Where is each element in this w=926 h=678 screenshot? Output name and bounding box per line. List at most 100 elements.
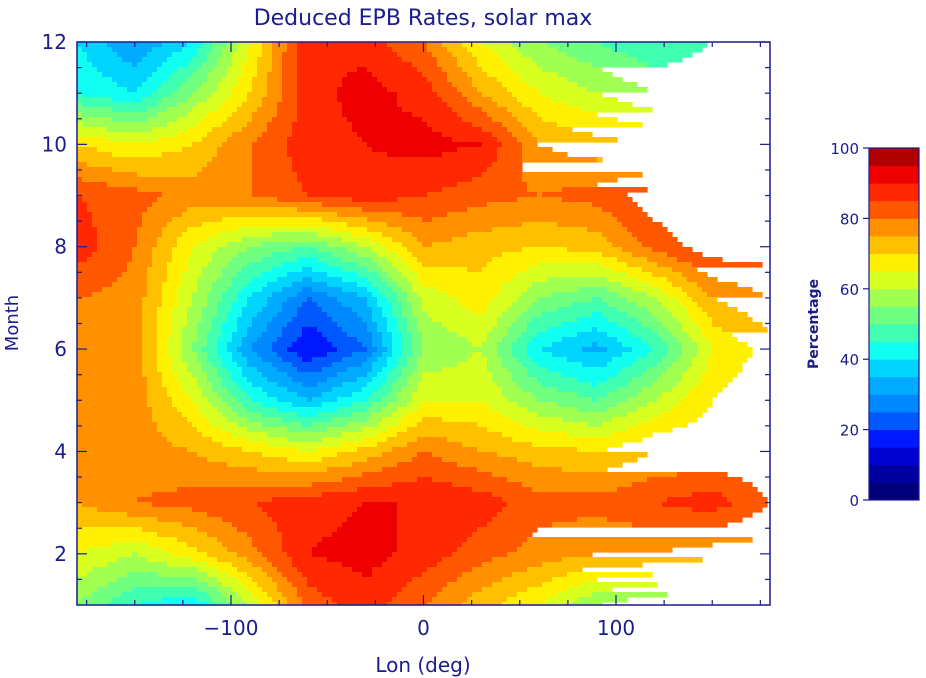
contour-cell bbox=[237, 317, 253, 323]
contour-cell bbox=[447, 72, 468, 78]
contour-cell bbox=[602, 42, 708, 48]
contour-cell bbox=[182, 337, 198, 343]
contour-cell bbox=[657, 297, 678, 303]
contour-cell bbox=[597, 382, 628, 388]
contour-cell bbox=[297, 67, 358, 73]
contour-cell bbox=[432, 597, 468, 603]
contour-cell bbox=[472, 342, 483, 348]
contour-cell bbox=[367, 297, 378, 303]
contour-cell bbox=[527, 127, 573, 133]
contour-cell bbox=[197, 52, 208, 58]
contour-cell bbox=[307, 577, 413, 583]
contour-cell bbox=[187, 317, 203, 323]
contour-cell bbox=[247, 97, 263, 103]
contour-cell bbox=[527, 347, 543, 353]
contour-cell bbox=[492, 472, 678, 478]
contour-cell bbox=[157, 357, 173, 363]
contour-cell bbox=[202, 307, 218, 313]
contour-cell bbox=[387, 362, 398, 368]
contour-cell bbox=[252, 152, 288, 158]
contour-cell bbox=[127, 267, 148, 273]
contour-cell bbox=[662, 287, 683, 293]
contour-cell bbox=[222, 542, 253, 548]
contour-cell bbox=[262, 257, 298, 263]
contour-cell bbox=[582, 107, 653, 113]
contour-cell bbox=[577, 377, 608, 383]
contour-cell bbox=[417, 477, 433, 483]
contour-cell bbox=[297, 307, 323, 313]
contour-cell bbox=[202, 392, 218, 398]
contour-cell bbox=[422, 342, 473, 348]
contour-cell bbox=[162, 292, 178, 298]
contour-cell bbox=[77, 367, 143, 373]
contour-cell bbox=[392, 597, 433, 603]
contour-cell bbox=[152, 247, 173, 253]
contour-cell bbox=[342, 107, 403, 113]
contour-cell bbox=[222, 297, 238, 303]
contour-cell bbox=[187, 97, 208, 103]
contour-cell bbox=[77, 232, 98, 238]
contour-cell bbox=[222, 322, 238, 328]
contour-cell bbox=[217, 62, 233, 68]
contour-cell bbox=[212, 387, 228, 393]
contour-cell bbox=[242, 72, 258, 78]
contour-cell bbox=[422, 302, 463, 308]
contour-cell bbox=[312, 547, 398, 553]
contour-cell bbox=[262, 42, 273, 48]
contour-cell bbox=[172, 357, 183, 363]
contour-cell bbox=[537, 262, 603, 268]
contour-cell bbox=[77, 172, 138, 178]
colorbar-swatch bbox=[869, 412, 919, 430]
contour-cell bbox=[397, 362, 408, 368]
contour-cell bbox=[227, 42, 238, 48]
contour-cell bbox=[197, 67, 213, 73]
contour-cell bbox=[232, 62, 243, 68]
contour-cell bbox=[277, 567, 298, 573]
contour-cell bbox=[642, 372, 663, 378]
contour-cell bbox=[542, 582, 583, 588]
contour-cell bbox=[677, 382, 698, 388]
contour-cell bbox=[432, 87, 458, 93]
contour-cell bbox=[522, 542, 713, 548]
contour-cell bbox=[337, 397, 368, 403]
contour-cell bbox=[202, 117, 228, 123]
contour-cell bbox=[157, 342, 168, 348]
contour-cell bbox=[642, 337, 663, 343]
contour-cell bbox=[512, 277, 548, 283]
contour-cell bbox=[232, 132, 263, 138]
contour-cell bbox=[332, 342, 363, 348]
contour-cell bbox=[332, 362, 363, 368]
contour-cell bbox=[127, 572, 158, 578]
contour-cell bbox=[562, 337, 618, 343]
contour-cell bbox=[382, 367, 393, 373]
contour-cell bbox=[252, 157, 293, 163]
contour-cell bbox=[152, 127, 188, 133]
contour-cell bbox=[682, 327, 703, 333]
contour-cell bbox=[692, 357, 708, 363]
contour-cell bbox=[187, 307, 203, 313]
contour-cell bbox=[142, 57, 168, 63]
contour-cell bbox=[512, 42, 548, 48]
contour-cell bbox=[177, 487, 358, 493]
contour-cell bbox=[667, 327, 683, 333]
contour-cell bbox=[142, 362, 158, 368]
contour-cell bbox=[402, 227, 493, 233]
contour-cell bbox=[297, 72, 348, 78]
contour-cell bbox=[517, 197, 563, 203]
contour-cell bbox=[247, 262, 283, 268]
contour-cell bbox=[262, 357, 283, 363]
contour-cell bbox=[167, 57, 193, 63]
contour-cell bbox=[662, 502, 733, 508]
contour-cell bbox=[412, 577, 458, 583]
contour-cell bbox=[292, 132, 358, 138]
contour-cell bbox=[197, 402, 213, 408]
contour-cell bbox=[342, 562, 383, 568]
contour-cell bbox=[202, 347, 218, 353]
contour-cell bbox=[282, 537, 323, 543]
contour-cell bbox=[557, 307, 618, 313]
contour-cell bbox=[687, 367, 708, 373]
contour-cell bbox=[302, 187, 443, 193]
contour-cell bbox=[297, 447, 318, 453]
contour-cell bbox=[232, 57, 248, 63]
contour-cell bbox=[627, 397, 658, 403]
